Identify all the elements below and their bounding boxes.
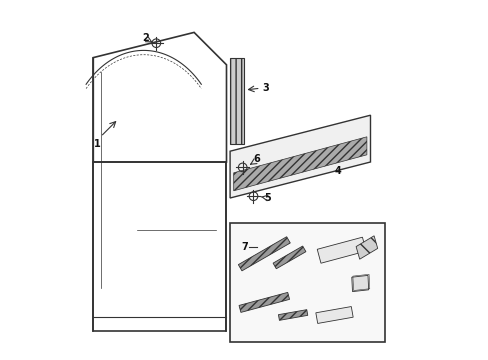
Polygon shape xyxy=(233,137,366,191)
Polygon shape xyxy=(278,310,307,320)
Text: 5: 5 xyxy=(264,193,271,203)
Text: 4: 4 xyxy=(334,166,341,176)
Polygon shape xyxy=(355,236,377,259)
Polygon shape xyxy=(351,275,368,292)
Polygon shape xyxy=(272,246,305,269)
Polygon shape xyxy=(230,115,370,198)
Text: 7: 7 xyxy=(241,242,247,252)
Text: 2: 2 xyxy=(142,33,148,43)
Polygon shape xyxy=(238,237,290,271)
Text: 6: 6 xyxy=(253,154,260,164)
Text: 3: 3 xyxy=(262,83,269,93)
Bar xyxy=(230,223,384,342)
Text: 1: 1 xyxy=(93,139,100,149)
Polygon shape xyxy=(239,292,289,312)
Polygon shape xyxy=(317,237,366,263)
Polygon shape xyxy=(230,58,244,144)
Polygon shape xyxy=(315,307,352,323)
